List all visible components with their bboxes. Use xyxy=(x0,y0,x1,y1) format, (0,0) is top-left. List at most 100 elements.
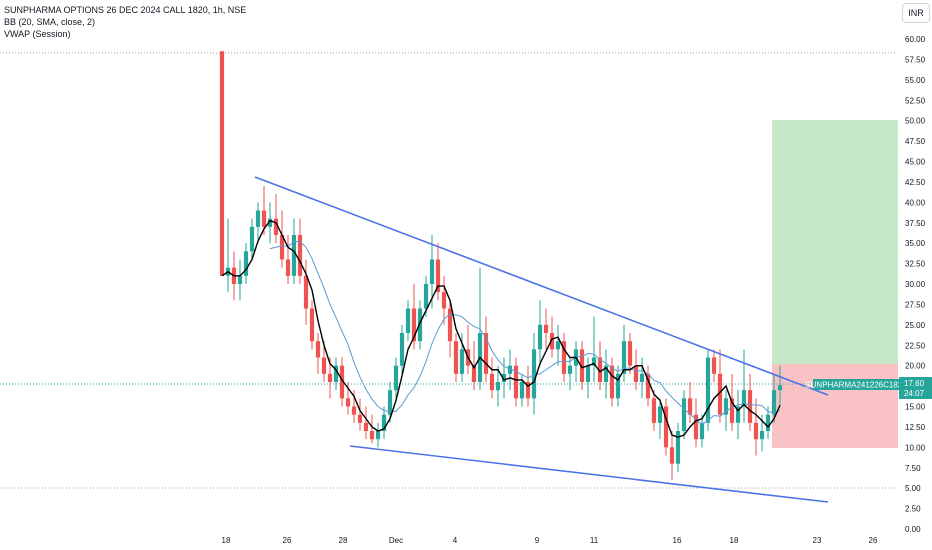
candle-body xyxy=(459,349,465,374)
candle-body xyxy=(441,292,447,309)
candle-body xyxy=(585,365,591,382)
candle-body xyxy=(495,382,501,391)
candle-body xyxy=(381,414,387,431)
x-tick-label: 26 xyxy=(283,536,292,545)
candle-body xyxy=(351,406,357,415)
candle-body xyxy=(309,308,315,342)
candle-body xyxy=(765,414,771,431)
candle-body xyxy=(735,406,741,423)
y-tick-label: 60.00 xyxy=(905,35,926,44)
candle-body xyxy=(369,431,375,440)
y-tick-label: 55.00 xyxy=(905,76,926,85)
time-axis[interactable]: 18 26 28 Dec 4 9 11 16 18 23 26 xyxy=(222,536,878,545)
candle-body xyxy=(291,235,297,276)
y-tick-label: 27.50 xyxy=(905,300,926,309)
candle-body xyxy=(525,382,531,399)
candle-body xyxy=(543,324,549,333)
candle-body xyxy=(699,422,705,440)
candle-body xyxy=(483,333,489,374)
candle-body xyxy=(723,398,729,415)
candle-body xyxy=(327,373,333,382)
candle-body xyxy=(261,210,267,227)
candle-body xyxy=(321,357,327,374)
candle-body xyxy=(627,341,633,366)
candle-body xyxy=(633,365,639,382)
candle-body xyxy=(489,373,495,391)
profit-zone[interactable] xyxy=(772,120,898,364)
candle-body xyxy=(705,357,711,423)
candle-body xyxy=(249,226,255,252)
y-tick-label: 20.00 xyxy=(905,362,926,371)
candle-body xyxy=(339,365,345,399)
candle-body xyxy=(435,259,441,293)
y-tick-label: 35.00 xyxy=(905,239,926,248)
candle-body xyxy=(357,414,363,423)
vwap-line xyxy=(269,241,781,426)
candle-body xyxy=(651,398,657,423)
candle-body xyxy=(591,357,597,366)
candle-body xyxy=(393,365,399,391)
y-tick-label: 37.50 xyxy=(905,219,926,228)
x-tick-label: 4 xyxy=(453,536,458,545)
candle-body xyxy=(501,373,507,382)
candle-body xyxy=(333,365,339,382)
candle-body xyxy=(237,275,243,284)
candle-body xyxy=(267,218,273,227)
y-tick-label: 7.50 xyxy=(905,464,921,473)
candle-body xyxy=(345,398,351,407)
candle-body xyxy=(771,390,777,415)
candle-body xyxy=(741,390,747,407)
y-tick-label: 12.50 xyxy=(905,423,926,432)
candle-body xyxy=(657,406,663,423)
candle-body xyxy=(429,259,435,284)
candle-body xyxy=(597,357,603,382)
y-tick-label: 50.00 xyxy=(905,117,926,126)
upper-trendline[interactable] xyxy=(254,176,829,396)
candle-body xyxy=(411,308,417,342)
y-tick-label: 57.50 xyxy=(905,55,926,64)
candle-body xyxy=(549,333,555,350)
price-axis[interactable]: 60.00 57.50 55.00 52.50 50.00 47.50 45.00 42.50… xyxy=(905,35,926,534)
candle-body xyxy=(687,398,693,415)
candle-body xyxy=(759,431,765,440)
y-tick-label: 2.50 xyxy=(905,505,921,514)
countdown-label: 24:07 xyxy=(904,389,925,398)
candle-body xyxy=(315,341,321,358)
candle-body xyxy=(681,398,687,431)
long-position-tool[interactable] xyxy=(772,120,898,448)
currency-button[interactable]: INR xyxy=(902,3,930,23)
x-tick-label: Dec xyxy=(389,536,403,545)
y-tick-label: 25.00 xyxy=(905,321,926,330)
candle-body xyxy=(537,324,543,350)
legend-vwap[interactable]: VWAP (Session) xyxy=(4,29,71,39)
candle-body xyxy=(273,218,279,235)
candle-body xyxy=(729,398,735,423)
candles-group xyxy=(219,51,783,480)
symbol-label-bg xyxy=(813,379,899,390)
lower-trendline[interactable] xyxy=(349,445,829,503)
candle-body xyxy=(615,373,621,399)
candle-body xyxy=(567,365,573,374)
candle-body xyxy=(675,431,681,464)
legend-title[interactable]: SUNPHARMA OPTIONS 26 DEC 2024 CALL 1820,… xyxy=(4,5,247,15)
candle-body xyxy=(711,357,717,374)
x-tick-label: 23 xyxy=(813,536,822,545)
candle-body xyxy=(399,333,405,366)
candle-body xyxy=(603,365,609,382)
candle-body xyxy=(303,275,309,309)
y-tick-label: 5.00 xyxy=(905,484,921,493)
candle-body xyxy=(285,259,291,276)
loss-zone[interactable] xyxy=(772,364,898,448)
legend-bb[interactable]: BB (20, SMA, close, 2) xyxy=(4,17,96,27)
candle-body xyxy=(375,431,381,440)
x-tick-label: 16 xyxy=(673,536,682,545)
candle-body xyxy=(579,349,585,382)
y-tick-label: 15.00 xyxy=(905,403,926,412)
x-tick-label: 26 xyxy=(869,536,878,545)
candle-body xyxy=(645,373,651,399)
candle-body xyxy=(507,365,513,374)
candle-body xyxy=(663,406,669,448)
last-price-label: SUNPHARMA241226C1820 17.60 24:07 xyxy=(805,377,932,399)
y-tick-label: 40.00 xyxy=(905,198,926,207)
